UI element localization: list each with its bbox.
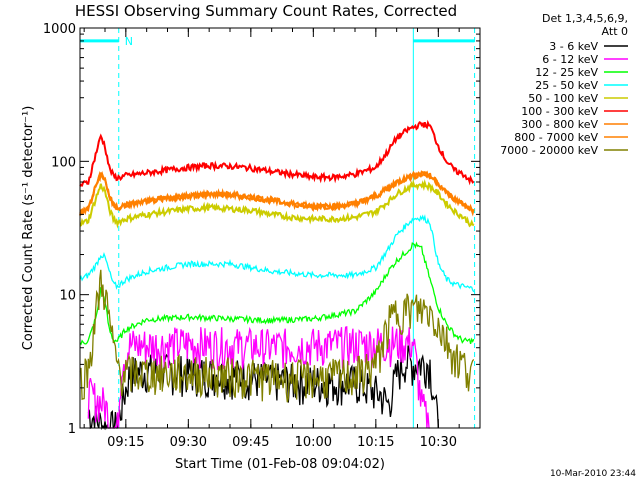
plot-area: N bbox=[79, 28, 476, 431]
x-tick-label: 09:15 bbox=[107, 435, 144, 450]
legend-entry-label: 7000 - 20000 keV bbox=[500, 144, 598, 157]
footer-timestamp: 10-Mar-2010 23:44 bbox=[550, 469, 636, 479]
series-line bbox=[87, 325, 430, 429]
series-line bbox=[79, 241, 475, 346]
x-tick-label: 09:30 bbox=[170, 435, 207, 450]
legend-entry-label: 300 - 800 keV bbox=[521, 118, 598, 131]
series-line bbox=[79, 214, 475, 293]
x-tick-label: 10:30 bbox=[420, 435, 457, 450]
y-tick-label: 100 bbox=[51, 155, 76, 170]
x-tick-label: 10:15 bbox=[357, 435, 394, 450]
plot-frame bbox=[79, 27, 481, 429]
y-tick-label: 1 bbox=[68, 422, 76, 437]
legend-header-line: Att 0 bbox=[602, 25, 628, 38]
legend-entry-label: 12 - 25 keV bbox=[535, 66, 598, 79]
saa-label: N bbox=[125, 35, 133, 48]
x-axis-label: Start Time (01-Feb-08 09:04:02) bbox=[175, 457, 385, 472]
x-tick-label: 09:45 bbox=[232, 435, 269, 450]
legend-header-line: Det 1,3,4,5,6,9, bbox=[542, 12, 628, 25]
series-line bbox=[79, 179, 475, 229]
legend-entry-label: 3 - 6 keV bbox=[549, 40, 598, 53]
legend-entry-label: 25 - 50 keV bbox=[535, 79, 598, 92]
chart-title: HESSI Observing Summary Count Rates, Cor… bbox=[75, 2, 457, 20]
y-axis-label: Corrected Count Rate (s⁻¹ detector⁻¹) bbox=[21, 106, 36, 351]
legend-entry-label: 50 - 100 keV bbox=[528, 92, 598, 105]
y-axis: 1 10 100 1000 bbox=[43, 22, 480, 437]
series-line bbox=[79, 170, 475, 217]
legend-entry-label: 100 - 300 keV bbox=[521, 105, 598, 118]
series-line bbox=[79, 269, 475, 403]
y-tick-label: 1000 bbox=[43, 22, 76, 37]
series-line bbox=[79, 119, 475, 187]
x-tick-label: 10:00 bbox=[295, 435, 332, 450]
legend-entry-label: 800 - 7000 keV bbox=[514, 131, 598, 144]
x-axis: 09:15 09:30 09:45 10:00 10:15 10:30 bbox=[83, 28, 460, 450]
legend-entry-label: 6 - 12 keV bbox=[542, 53, 598, 66]
y-tick-label: 10 bbox=[59, 289, 76, 304]
